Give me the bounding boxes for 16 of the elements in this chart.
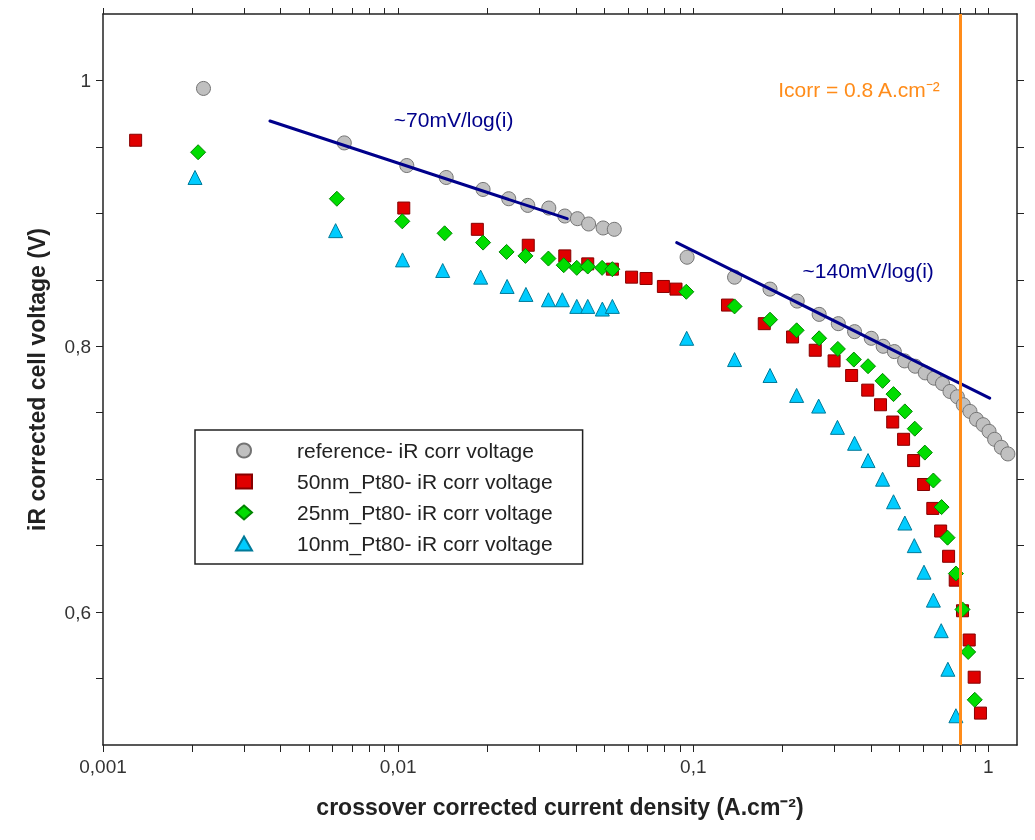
legend-label: 10nm_Pt80- iR corr voltage xyxy=(297,532,553,556)
y-tick-label: 0,6 xyxy=(64,601,91,623)
legend-label: 50nm_Pt80- iR corr voltage xyxy=(297,470,553,494)
legend-label: reference- iR corr voltage xyxy=(297,439,534,462)
annotation: ~140mV/log(i) xyxy=(802,258,934,282)
y-axis-title: iR corrected cell voltage (V) xyxy=(23,228,50,531)
x-tick-label: 0,001 xyxy=(79,756,127,777)
y-tick-label: 0,8 xyxy=(64,335,91,357)
x-tick-label: 1 xyxy=(983,756,994,777)
x-axis-title: crossover corrected current density (A.cm⁻²) xyxy=(316,793,804,820)
x-tick-label: 0,1 xyxy=(680,756,707,777)
ref-line-label: Icorr = 0.8 A.cm⁻² xyxy=(778,77,940,101)
legend-label: 25nm_Pt80- iR corr voltage xyxy=(297,501,553,525)
x-tick-label: 0,01 xyxy=(379,756,417,777)
annotation: ~70mV/log(i) xyxy=(393,108,514,132)
y-tick-label: 1 xyxy=(80,69,91,91)
